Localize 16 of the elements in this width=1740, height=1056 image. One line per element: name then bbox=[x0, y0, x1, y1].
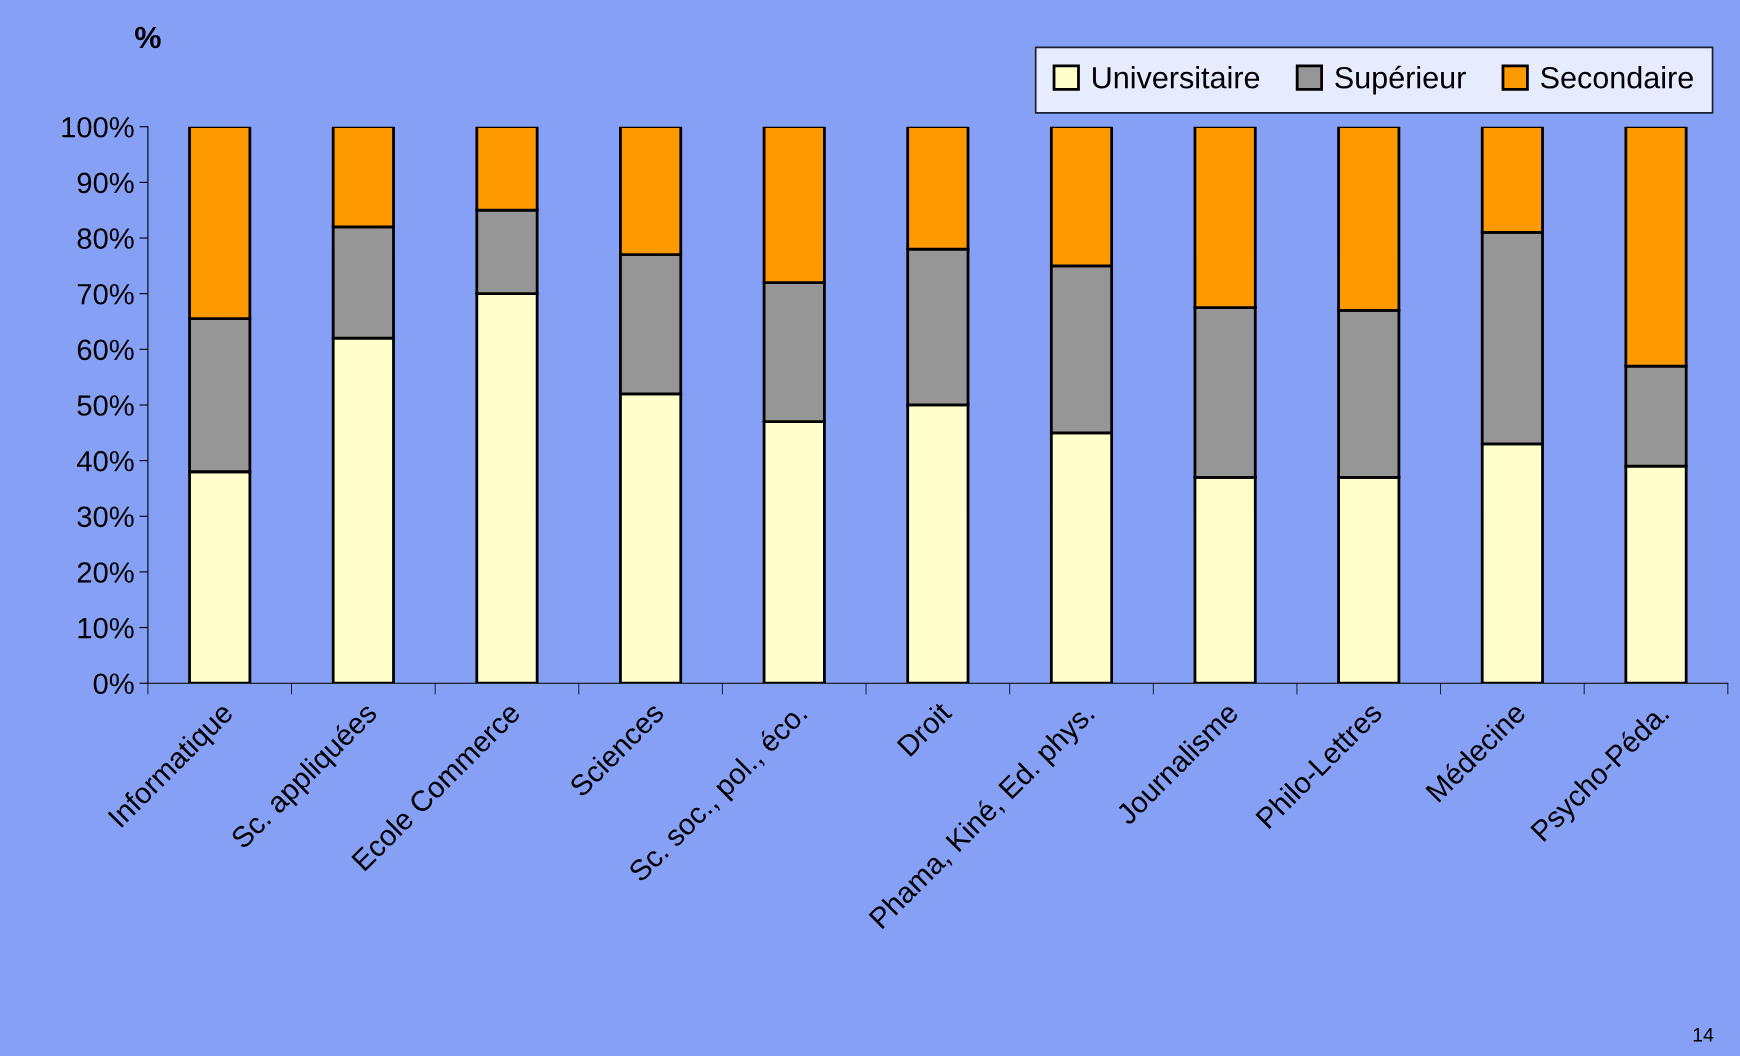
y-axis-title: % bbox=[135, 26, 161, 49]
y-tick-label: 10% bbox=[78, 617, 134, 639]
y-tick-label: 40% bbox=[77, 450, 134, 472]
legend-label: Universitaire bbox=[1093, 66, 1260, 89]
y-tick-label: 90% bbox=[77, 172, 134, 194]
y-tick-label: 30% bbox=[77, 506, 134, 528]
y-tick-label: 60% bbox=[77, 339, 134, 361]
y-tick-label: 50% bbox=[77, 395, 134, 416]
y-tick-label: 100% bbox=[62, 116, 134, 138]
y-tick-label: 80% bbox=[77, 228, 134, 249]
text: 14 bbox=[1693, 1028, 1714, 1042]
y-tick-label: 70% bbox=[77, 283, 134, 305]
y-tick-label: 0% bbox=[93, 673, 134, 695]
legend-label: Supérieur bbox=[1335, 65, 1466, 95]
legend-label: Secondaire bbox=[1541, 66, 1693, 89]
y-tick-label: 20% bbox=[77, 562, 134, 583]
